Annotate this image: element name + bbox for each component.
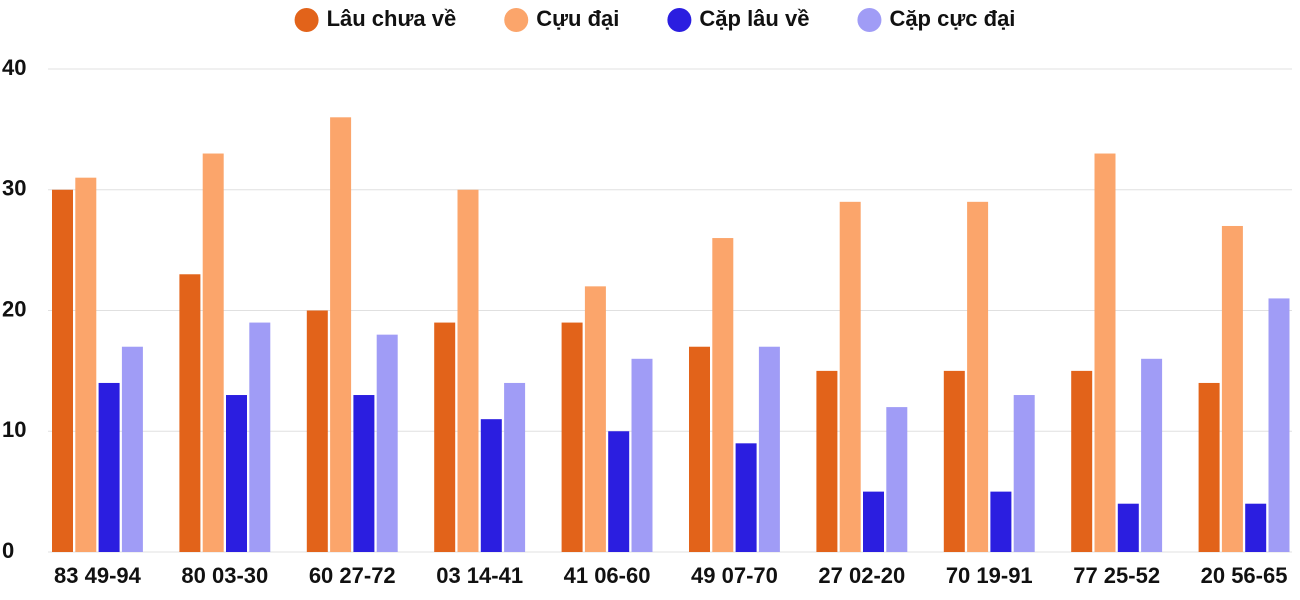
legend-swatch — [667, 8, 692, 32]
y-tick-label: 10 — [2, 417, 26, 442]
legend-swatch — [294, 8, 319, 32]
bar — [863, 491, 884, 552]
bar — [52, 189, 73, 552]
x-tick-label: 80 03-30 — [181, 563, 268, 588]
x-tick-label: 20 56-65 — [1201, 563, 1288, 588]
bar — [98, 382, 120, 552]
x-tick-label: 60 27-72 — [309, 563, 396, 588]
bar — [816, 370, 838, 552]
bar — [1013, 395, 1035, 552]
bar — [839, 201, 861, 552]
bar — [376, 334, 398, 552]
bar — [712, 238, 734, 553]
bar — [990, 491, 1012, 552]
bar — [249, 322, 271, 552]
bar — [121, 346, 143, 552]
legend: Lâu chưa về Cựu đại Cặp lâu về Cặp cực đại — [294, 6, 1015, 32]
x-tick-label: 49 07-70 — [691, 563, 778, 588]
legend-label: Lâu chưa về — [327, 6, 457, 31]
legend-item[interactable]: Cặp cực đại — [857, 6, 1015, 32]
y-tick-label: 20 — [2, 296, 26, 321]
bar — [1221, 225, 1243, 552]
bar — [353, 395, 375, 552]
bar — [631, 358, 653, 552]
x-tick-label: 03 14-41 — [436, 563, 523, 588]
bar — [758, 346, 780, 552]
bar — [179, 274, 201, 552]
y-tick-label: 40 — [2, 55, 26, 80]
y-tick-label: 30 — [2, 176, 26, 201]
bar — [1198, 382, 1220, 552]
bar — [202, 153, 224, 552]
bar — [1245, 503, 1267, 552]
bar — [434, 322, 456, 552]
bar — [457, 189, 479, 552]
x-tick-label: 77 25-52 — [1073, 563, 1160, 588]
legend-label: Cặp lâu về — [699, 6, 809, 31]
bar — [1071, 370, 1093, 552]
bar — [1268, 298, 1290, 552]
x-tick-label: 41 06-60 — [564, 563, 651, 588]
bar — [886, 407, 908, 552]
legend-item[interactable]: Cựu đại — [504, 6, 619, 32]
bar — [608, 431, 630, 552]
bar — [1141, 358, 1163, 552]
bar — [1094, 153, 1116, 552]
bar — [306, 310, 328, 552]
bar — [943, 370, 965, 552]
bar — [735, 443, 757, 552]
bar — [226, 395, 247, 552]
bar — [75, 177, 97, 553]
x-tick-label: 70 19-91 — [946, 563, 1033, 588]
legend-item[interactable]: Lâu chưa về — [294, 6, 457, 32]
legend-swatch — [857, 8, 882, 32]
legend-label: Cặp cực đại — [889, 6, 1015, 31]
bar — [480, 419, 502, 552]
bar — [330, 117, 352, 553]
bar — [689, 346, 710, 552]
bar — [584, 286, 606, 552]
x-tick-label: 27 02-20 — [818, 563, 905, 588]
bar — [504, 382, 526, 552]
bar — [561, 322, 583, 552]
bar — [967, 201, 989, 552]
legend-label: Cựu đại — [536, 6, 619, 31]
x-tick-label: 83 49-94 — [54, 563, 142, 588]
legend-item[interactable]: Cặp lâu về — [667, 6, 809, 32]
legend-swatch — [504, 8, 529, 32]
y-tick-label: 0 — [2, 538, 14, 563]
bar — [1117, 503, 1139, 552]
